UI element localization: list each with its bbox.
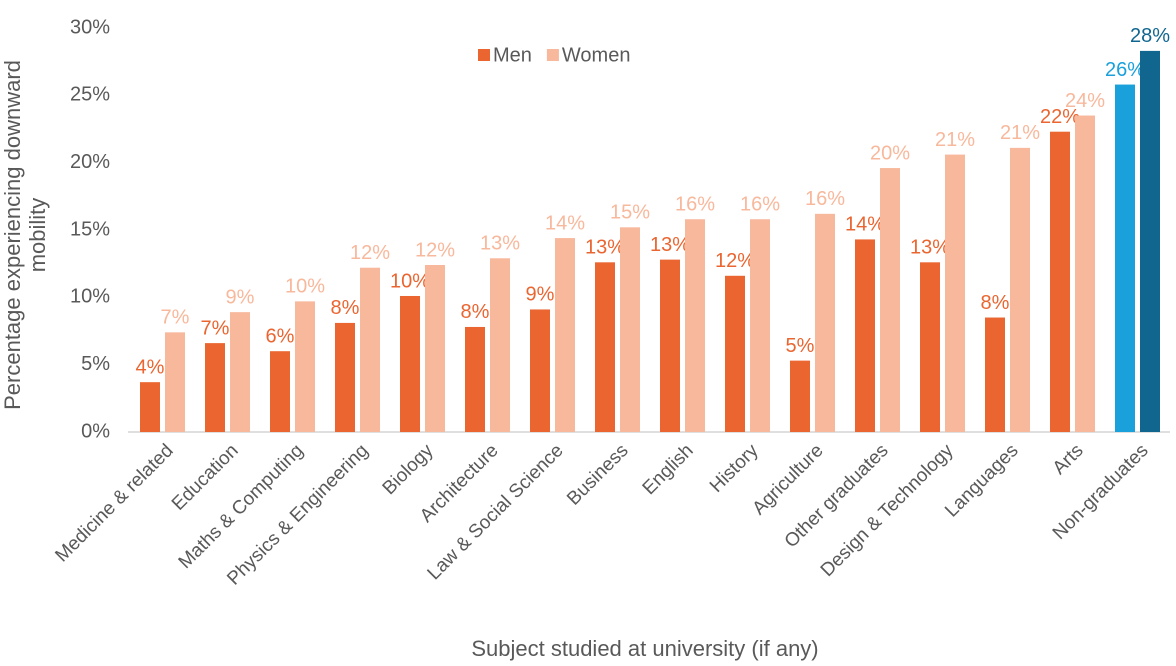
bar: [360, 267, 380, 432]
legend-label: Men: [493, 44, 532, 66]
bar: [725, 275, 745, 432]
value-label: 14%: [545, 212, 585, 234]
bar: [490, 258, 510, 432]
value-label: 5%: [786, 335, 815, 357]
value-label: 16%: [740, 194, 780, 216]
y-tick-label: 5%: [81, 353, 110, 375]
bar: [1010, 147, 1030, 432]
value-label: 16%: [805, 188, 845, 210]
y-tick-label: 0%: [81, 420, 110, 442]
value-label: 22%: [1040, 106, 1080, 128]
y-axis-title: Percentage experiencing downward mobilit…: [0, 60, 50, 410]
bar: [400, 295, 420, 432]
y-tick-label: 15%: [70, 218, 110, 240]
bar: [790, 360, 810, 432]
y-tick-label: 30%: [70, 16, 110, 38]
bar: [620, 227, 640, 432]
y-tick-label: 25%: [70, 84, 110, 106]
value-label: 8%: [461, 301, 490, 323]
bar: [140, 382, 160, 432]
value-label: 6%: [266, 325, 295, 347]
bar: [205, 343, 225, 432]
bar: [425, 265, 445, 432]
value-label: 24%: [1065, 90, 1105, 112]
bar: [685, 219, 705, 432]
y-tick-label: 10%: [70, 286, 110, 308]
value-label: 10%: [285, 276, 325, 298]
value-label: 21%: [1000, 122, 1040, 144]
value-label: 13%: [650, 234, 690, 256]
value-label: 9%: [226, 286, 255, 308]
bar: [295, 301, 315, 432]
value-label: 9%: [526, 284, 555, 306]
bar: [815, 213, 835, 432]
x-tick-label: Maths & Computing: [175, 440, 308, 573]
value-label: 8%: [331, 297, 360, 319]
bar: [555, 238, 575, 432]
value-label: 4%: [136, 356, 165, 378]
bar: [1115, 84, 1135, 432]
bar: [880, 168, 900, 432]
value-label: 21%: [935, 129, 975, 151]
value-label: 14%: [845, 214, 885, 236]
value-label: 13%: [910, 237, 950, 259]
value-label: 15%: [610, 202, 650, 224]
value-label: 7%: [201, 317, 230, 339]
value-label: 12%: [415, 239, 455, 261]
legend-swatch: [478, 49, 490, 61]
bar: [165, 332, 185, 432]
value-label: 13%: [480, 233, 520, 255]
y-tick-label: 20%: [70, 151, 110, 173]
value-label: 20%: [870, 142, 910, 164]
bar: [595, 262, 615, 432]
value-label: 13%: [585, 237, 625, 259]
bar: [230, 312, 250, 432]
bar: [1140, 50, 1160, 432]
bar: [1075, 115, 1095, 433]
value-label: 16%: [675, 194, 715, 216]
value-label: 12%: [350, 242, 390, 264]
legend-swatch: [546, 49, 559, 61]
value-label: 28%: [1130, 25, 1170, 47]
bar: [335, 322, 355, 432]
value-label: 10%: [390, 270, 430, 292]
legend-label: Women: [562, 44, 631, 66]
value-label: 7%: [161, 307, 190, 329]
x-tick-label: Biology: [379, 440, 438, 499]
bar: [750, 219, 770, 432]
bar: [920, 262, 940, 432]
bar: [985, 317, 1005, 432]
bar: [1050, 131, 1070, 432]
value-label: 8%: [981, 292, 1010, 314]
x-tick-label: English: [639, 440, 698, 499]
bar: [270, 351, 290, 432]
x-tick-label: Design & Technology: [817, 440, 958, 581]
x-tick-label: History: [706, 440, 763, 497]
value-label: 26%: [1105, 59, 1145, 81]
bar: [660, 259, 680, 432]
x-axis-title: Subject studied at university (if any): [471, 636, 818, 661]
bar: [530, 309, 550, 432]
x-tick-label: Medicine & related: [51, 440, 177, 566]
value-label: 12%: [715, 250, 755, 272]
bar: [855, 239, 875, 432]
bar: [945, 154, 965, 432]
bar: [465, 326, 485, 432]
x-tick-label: Business: [563, 440, 632, 509]
x-tick-label: Arts: [1049, 440, 1088, 479]
